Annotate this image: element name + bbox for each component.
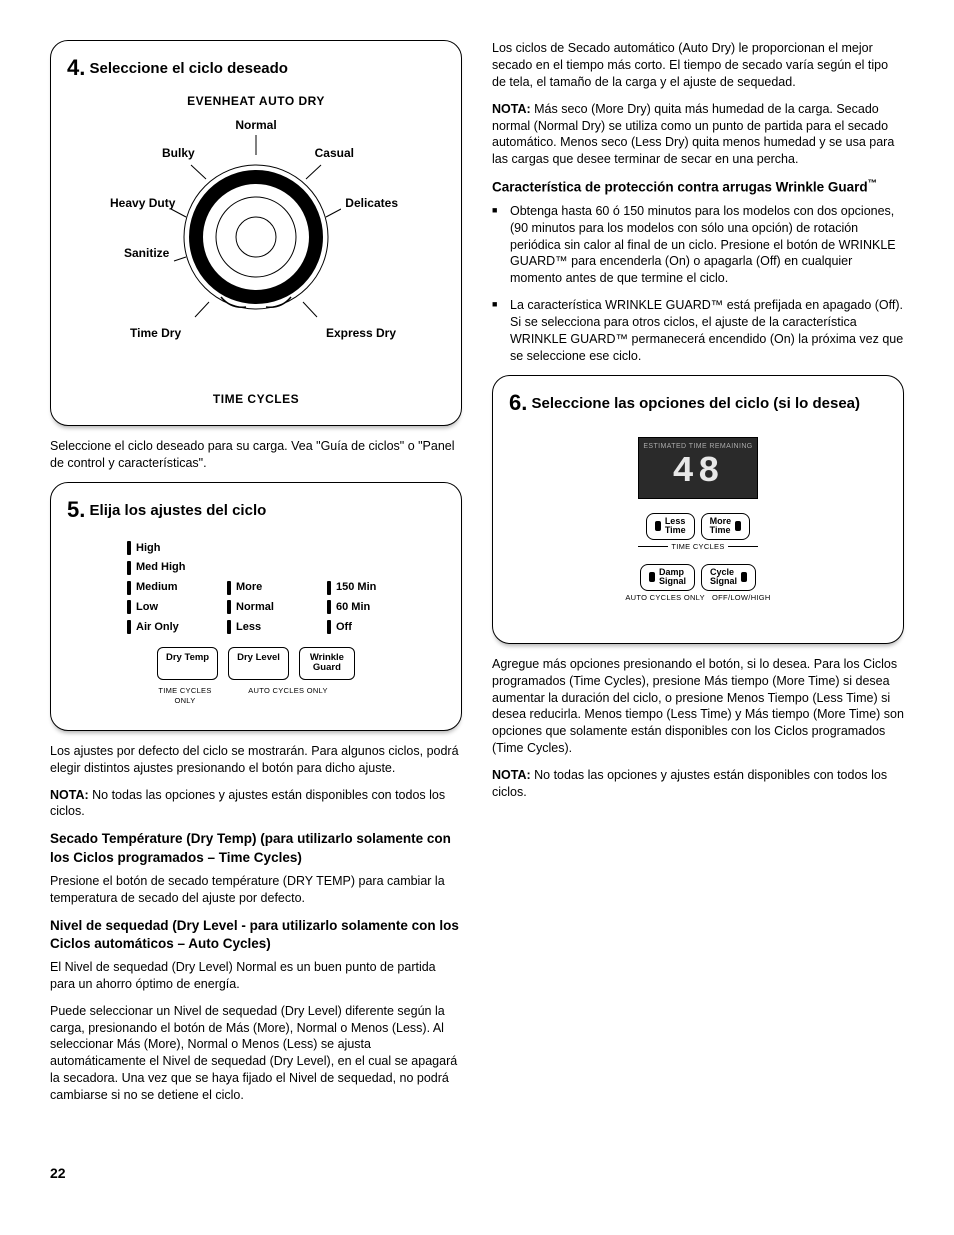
bullet-2: La característica WRINKLE GUARD™ está pr… xyxy=(492,297,904,365)
cycle-dial-diagram: Normal Bulky Casual Heavy Duty Delicates… xyxy=(106,117,406,387)
right-column: Los ciclos de Secado automático (Auto Dr… xyxy=(492,40,904,1183)
page-number: 22 xyxy=(50,1164,462,1183)
setting-aironly: Air Only xyxy=(127,620,197,635)
btn-cycle-signal[interactable]: Cycle Signal xyxy=(701,564,756,591)
lcd-display: ESTIMATED TIME REMAINING 48 xyxy=(638,437,757,498)
lcd-digits: 48 xyxy=(643,454,752,490)
setting-low: Low xyxy=(127,600,197,615)
setting-off: Off xyxy=(327,620,397,635)
left-column: 4. Seleccione el ciclo deseado EVENHEAT … xyxy=(50,40,462,1183)
panel-6-caption: Agregue más opciones presionando el botó… xyxy=(492,656,904,757)
setting-high: High xyxy=(127,541,197,556)
dial-label-bulky: Bulky xyxy=(162,145,195,161)
dial-bottom-subtitle: TIME CYCLES xyxy=(67,391,445,407)
step-4-text: Seleccione el ciclo deseado xyxy=(90,60,288,77)
setting-more: More xyxy=(227,580,297,595)
btn-dry-level[interactable]: Dry Level xyxy=(228,647,289,680)
panel-4-caption: Seleccione el ciclo deseado para su carg… xyxy=(50,438,462,472)
settings-list: High Med High Medium More 150 Min Low No… xyxy=(67,535,445,712)
btn-less-time[interactable]: Less Time xyxy=(646,513,695,540)
dry-temp-p1: Presione el botón de secado température … xyxy=(50,873,462,907)
caption-time-cycles-only: TIME CYCLES ONLY xyxy=(157,686,213,706)
setting-medhigh: Med High xyxy=(127,560,197,575)
dial-label-delicates: Delicates xyxy=(345,195,398,211)
btn-dry-temp[interactable]: Dry Temp xyxy=(157,647,218,680)
caption-time-cycles: TIME CYCLES xyxy=(509,542,887,552)
dry-level-p1: El Nivel de sequedad (Dry Level) Normal … xyxy=(50,959,462,993)
btn-more-time[interactable]: More Time xyxy=(701,513,751,540)
panel-4-title: 4. Seleccione el ciclo deseado xyxy=(67,53,445,83)
bullet-1: Obtenga hasta 60 ó 150 minutos para los … xyxy=(492,203,904,287)
nota-more-dry: NOTA: Más seco (More Dry) quita más hume… xyxy=(492,101,904,169)
wrinkle-guard-bullets: Obtenga hasta 60 ó 150 minutos para los … xyxy=(492,203,904,365)
heading-wrinkle-guard: Característica de protección contra arru… xyxy=(492,178,904,197)
panel-step-5: 5. Elija los ajustes del ciclo High Med … xyxy=(50,482,462,731)
intro-auto-dry: Los ciclos de Secado automático (Auto Dr… xyxy=(492,40,904,91)
dial-label-sanitize: Sanitize xyxy=(124,245,169,261)
time-button-row: Less Time More Time xyxy=(509,513,887,540)
panel-step-4: 4. Seleccione el ciclo deseado EVENHEAT … xyxy=(50,40,462,426)
dial-label-timedry: Time Dry xyxy=(130,325,181,341)
setting-less: Less xyxy=(227,620,297,635)
caption-signal-row: AUTO CYCLES ONLY OFF/LOW/HIGH xyxy=(509,593,887,603)
setting-medium: Medium xyxy=(127,580,197,595)
panel-5-caption: Los ajustes por defecto del ciclo se mos… xyxy=(50,743,462,777)
panel-5-title: 5. Elija los ajustes del ciclo xyxy=(67,495,445,525)
settings-button-row: Dry Temp Dry Level Wrinkle Guard xyxy=(157,647,435,680)
setting-150min: 150 Min xyxy=(327,580,397,595)
heading-dry-temp: Secado Température (Dry Temp) (para util… xyxy=(50,830,462,866)
dial-label-heavyduty: Heavy Duty xyxy=(110,195,175,211)
dial-label-casual: Casual xyxy=(315,145,354,161)
nota-1: NOTA: No todas las opciones y ajustes es… xyxy=(50,787,462,821)
step-5-text: Elija los ajustes del ciclo xyxy=(90,502,267,519)
panel-6-title: 6. Seleccione las opciones del ciclo (si… xyxy=(509,388,887,418)
setting-60min: 60 Min xyxy=(327,600,397,615)
setting-normal: Normal xyxy=(227,600,297,615)
step-number-5: 5. xyxy=(67,497,85,522)
dial-top-subtitle: EVENHEAT AUTO DRY xyxy=(67,93,445,109)
dial-label-expressdry: Express Dry xyxy=(326,325,396,341)
nota-2: NOTA: No todas las opciones y ajustes es… xyxy=(492,767,904,801)
step-6-text: Seleccione las opciones del ciclo (si lo… xyxy=(532,395,860,412)
btn-wrinkle-guard[interactable]: Wrinkle Guard xyxy=(299,647,355,680)
panel-step-6: 6. Seleccione las opciones del ciclo (si… xyxy=(492,375,904,644)
caption-auto-cycles-only: AUTO CYCLES ONLY xyxy=(223,686,353,706)
signal-button-row: Damp Signal Cycle Signal xyxy=(509,564,887,591)
btn-damp-signal[interactable]: Damp Signal xyxy=(640,564,695,591)
option-panel-inner: ESTIMATED TIME REMAINING 48 Less Time Mo… xyxy=(509,427,887,624)
two-column-layout: 4. Seleccione el ciclo deseado EVENHEAT … xyxy=(50,40,904,1183)
step-number-4: 4. xyxy=(67,55,85,80)
dry-level-p2: Puede seleccionar un Nivel de sequedad (… xyxy=(50,1003,462,1104)
dial-label-normal: Normal xyxy=(235,117,276,133)
step-number-6: 6. xyxy=(509,390,527,415)
heading-dry-level: Nivel de sequedad (Dry Level - para util… xyxy=(50,917,462,953)
